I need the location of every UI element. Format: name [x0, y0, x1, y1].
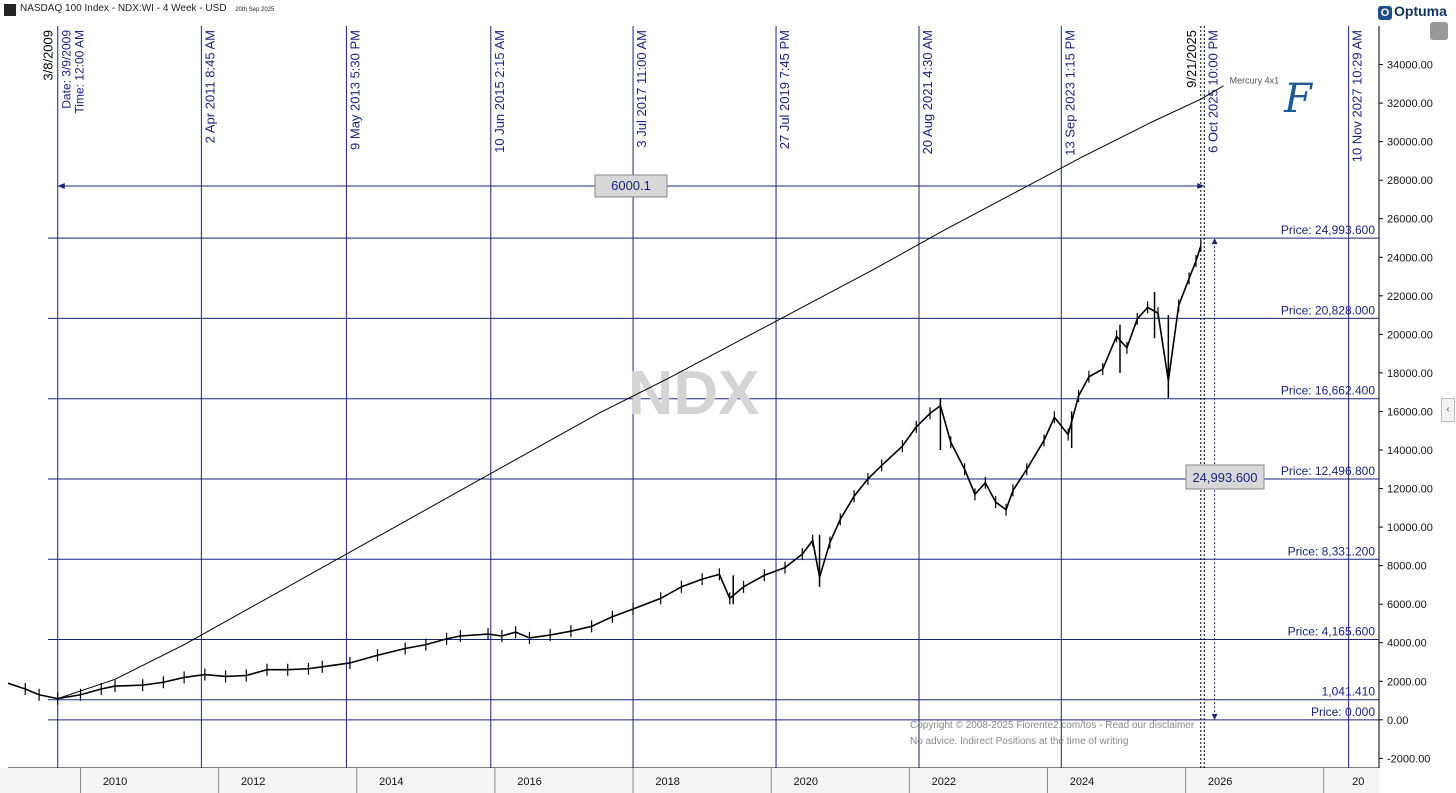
y-tick-label: 28000.00: [1387, 175, 1433, 187]
y-tick-label: 16000.00: [1387, 406, 1433, 418]
x-axis: 2010 2012 2014 2016 2018 2020 2022 2024 2026 20: [80, 768, 1364, 793]
price-level-label: Price: 8,331.200: [1288, 544, 1376, 558]
y-axis: -2000.00 0.00 2000.00 4000.00 6000.00 8000.00…: [1379, 60, 1433, 765]
x-tick-label: 2026: [1208, 776, 1232, 788]
x-tick-label: 2010: [103, 776, 127, 788]
price-series: [7, 239, 1202, 705]
plot-frame: [0, 26, 1380, 793]
price-level-label: Price: 0.000: [1311, 705, 1375, 719]
y-tick-label: 34000.00: [1387, 60, 1433, 72]
y-tick-label: 2000.00: [1387, 676, 1427, 688]
y-tick-label: 10000.00: [1387, 522, 1433, 534]
span-arrow-left: [57, 182, 65, 189]
lock-icon[interactable]: [1430, 22, 1448, 40]
range-arrow-down: [1211, 713, 1218, 720]
y-tick-label: -2000.00: [1387, 753, 1430, 765]
x-tick-label: 2020: [793, 776, 817, 788]
time-line-label: 2 Apr 2011 8:45 AM: [202, 30, 217, 143]
price-level-label: Price: 12,496.800: [1281, 464, 1375, 478]
y-tick-label: 26000.00: [1387, 214, 1433, 226]
price-level-label: Price: 24,993.600: [1281, 223, 1375, 237]
time-lines: 3/8/2009 2 Apr 2011 8:45 AM 9 May 2013 5:3…: [41, 26, 1365, 768]
x-tick-label: 2024: [1070, 776, 1094, 788]
x-tick-label: 20: [1352, 776, 1364, 788]
time-line-label: 10 Nov 2027 10:29 AM: [1350, 30, 1365, 162]
y-tick-label: 8000.00: [1387, 561, 1427, 573]
chart-title: NASDAQ 100 Index - NDX:WI - 4 Week - USD: [20, 3, 227, 14]
y-tick-label: 32000.00: [1387, 98, 1433, 110]
time-line-label: 20 Aug 2021 4:30 AM: [920, 30, 935, 154]
footer-disclaimer: No advice. Indirect Positions at the tim…: [910, 736, 1129, 747]
time-line-label: 9/21/2025: [1184, 30, 1199, 88]
y-tick-label: 12000.00: [1387, 484, 1433, 496]
range-label-box: [1185, 464, 1265, 490]
y-tick-label: 6000.00: [1387, 599, 1427, 611]
x-tick-label: 2018: [655, 776, 679, 788]
x-tick-label: 2022: [932, 776, 956, 788]
y-tick-label: 0.00: [1387, 715, 1408, 727]
x-tick-label: 2014: [379, 776, 403, 788]
range-arrow-up: [1211, 238, 1218, 245]
mercury-label: Mercury 4x1: [1230, 76, 1280, 86]
price-level-label: Price: 20,828.000: [1281, 303, 1375, 317]
time-line-label: 9 May 2013 5:30 PM: [347, 30, 362, 150]
x-tick-label: 2016: [517, 776, 541, 788]
signature-mark: F: [1283, 76, 1313, 122]
price-line: [7, 245, 1202, 700]
chart-date: 20th Sep 2025: [235, 7, 275, 13]
mercury-curve: [57, 85, 1224, 700]
x-tick-label: 2012: [241, 776, 265, 788]
time-line-label: 27 Jul 2019 7:45 PM: [777, 30, 792, 149]
price-level-lines: Price: 24,993.600 Price: 20,828.000 Price:…: [48, 223, 1379, 721]
annotations: 6000.1 24,993.600: [57, 174, 1265, 720]
start-time-label: Time: 12:00 AM: [73, 30, 87, 114]
app-icon[interactable]: [4, 4, 16, 16]
y-tick-label: 14000.00: [1387, 445, 1433, 457]
span-arrow-right: [1197, 182, 1205, 189]
ndx-watermark: NDX: [629, 359, 760, 428]
y-tick-label: 24000.00: [1387, 252, 1433, 264]
time-line-label: 10 Jun 2015 2:15 AM: [492, 30, 507, 153]
time-line-label: 6 Oct 2025 10:00 PM: [1205, 30, 1220, 153]
span-label-box: [594, 174, 668, 198]
y-tick-label: 30000.00: [1387, 137, 1433, 149]
time-line-label: 3 Jul 2017 11:00 AM: [634, 30, 649, 148]
chart-header: NASDAQ 100 Index - NDX:WI - 4 Week - USD…: [20, 3, 274, 14]
start-date-label: Date: 3/9/2009: [60, 30, 74, 109]
mercury-line: Mercury 4x1: [57, 76, 1280, 700]
y-tick-label: 20000.00: [1387, 329, 1433, 341]
time-line-label: 3/8/2009: [41, 30, 56, 81]
price-level-label: Price: 4,165.600: [1288, 625, 1376, 639]
optuma-logo-icon: O: [1378, 6, 1392, 20]
range-label: 24,993.600: [1192, 470, 1257, 485]
time-line-label: 13 Sep 2023 1:15 PM: [1062, 30, 1077, 156]
optuma-logo: O Optuma: [1378, 3, 1447, 20]
chevron-left-icon[interactable]: ‹: [1441, 398, 1455, 422]
span-label: 6000.1: [611, 178, 651, 193]
y-tick-label: 18000.00: [1387, 368, 1433, 380]
price-level-label: Price: 16,662.400: [1281, 384, 1375, 398]
y-tick-label: 22000.00: [1387, 291, 1433, 303]
optuma-logo-text: Optuma: [1394, 3, 1447, 19]
footer-copyright: Copyright © 2008-2025 Fiorente2.com/tos …: [910, 720, 1195, 731]
y-tick-label: 4000.00: [1387, 638, 1427, 650]
